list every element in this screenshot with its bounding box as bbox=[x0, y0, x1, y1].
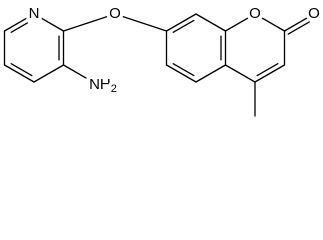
double-bond-line bbox=[172, 63, 195, 77]
bond bbox=[165, 13, 197, 32]
amine-text: NH bbox=[89, 76, 111, 93]
bond bbox=[165, 64, 197, 83]
bond bbox=[195, 13, 227, 32]
double-bond-line bbox=[10, 22, 29, 33]
atom-label: O bbox=[249, 5, 261, 22]
page: N O O O NH2 (() => { const data = JSON.p… bbox=[3, 4, 320, 117]
bond bbox=[254, 64, 286, 83]
bond bbox=[261, 17, 286, 32]
double-bond-line bbox=[256, 63, 279, 77]
double-bond-line bbox=[287, 21, 310, 35]
bond bbox=[3, 17, 28, 32]
bond bbox=[195, 64, 227, 83]
bond bbox=[40, 17, 65, 32]
bond bbox=[121, 15, 168, 32]
atom-label: N bbox=[29, 5, 40, 22]
bond bbox=[3, 64, 35, 83]
atom-label: O bbox=[109, 5, 121, 22]
molecule-diagram: N O O O NH2 bbox=[3, 4, 320, 117]
bond bbox=[224, 64, 256, 83]
amine-subscript: 2 bbox=[111, 83, 117, 95]
bond bbox=[283, 17, 308, 32]
atom-label: O bbox=[308, 5, 320, 22]
bond bbox=[62, 64, 87, 79]
double-bond-line bbox=[172, 19, 195, 33]
double-bond-line bbox=[10, 63, 33, 77]
bonds bbox=[3, 13, 310, 117]
bond bbox=[224, 17, 249, 32]
bond bbox=[62, 15, 109, 32]
amine-label: NH2 bbox=[89, 76, 117, 95]
bond bbox=[33, 64, 65, 83]
